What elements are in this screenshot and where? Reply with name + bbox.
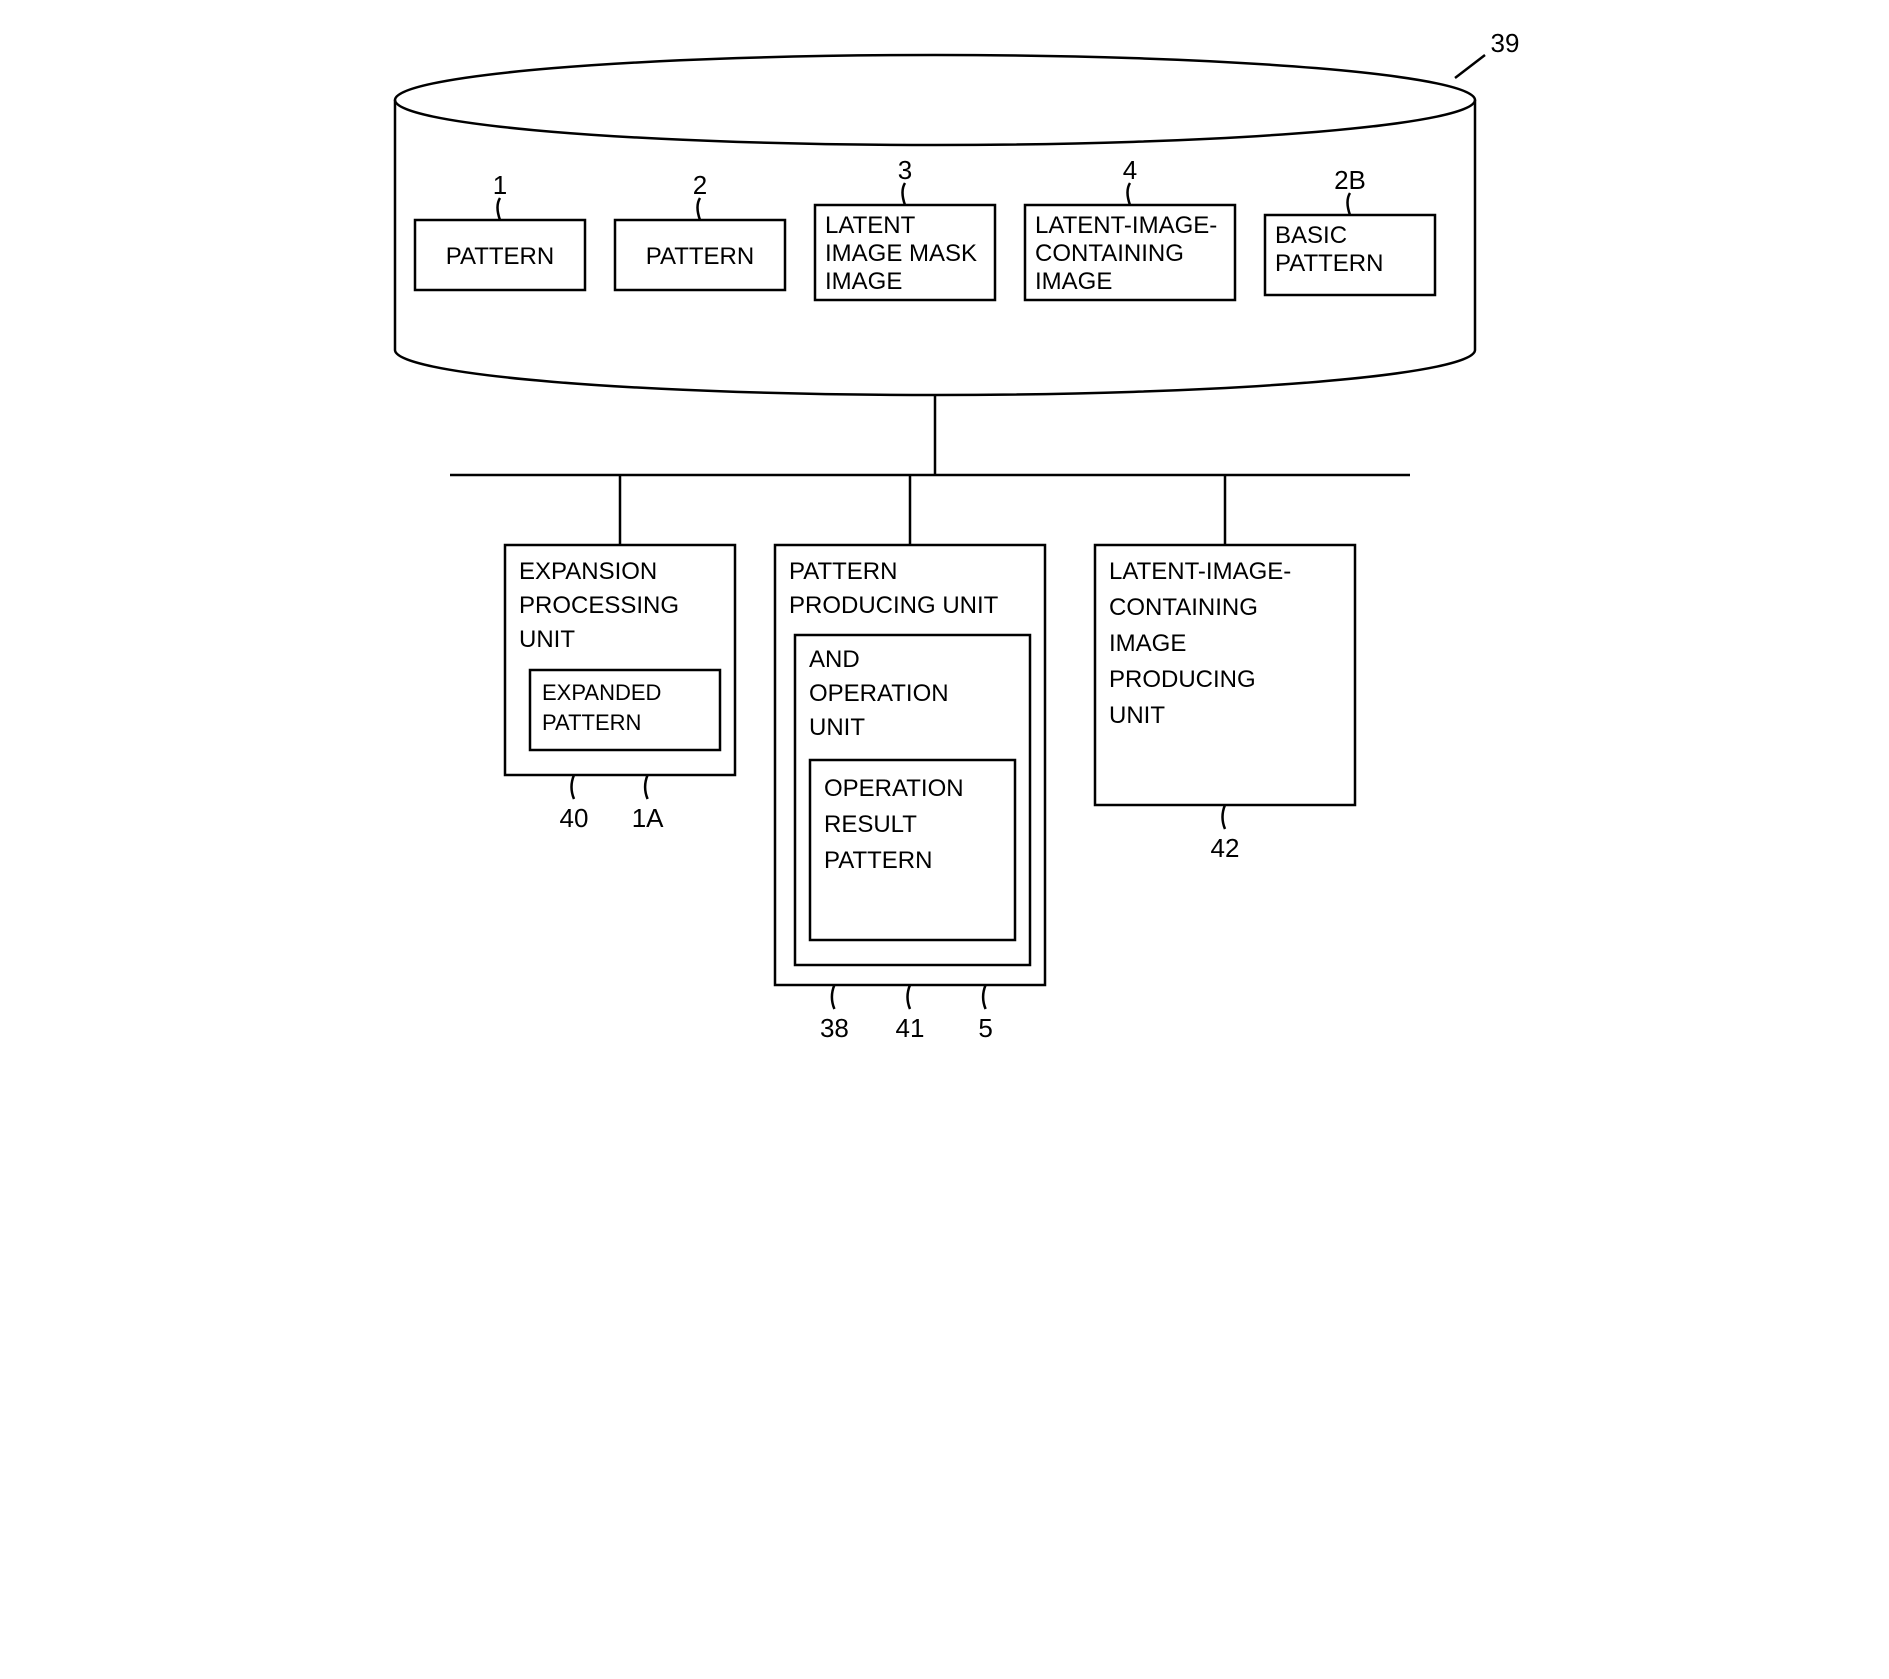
cyl-item-1: PATTERN 2 <box>615 170 785 290</box>
cyl-item-4-line-1: PATTERN <box>1275 250 1383 277</box>
cyl-item-3-line-1: CONTAINING <box>1035 240 1184 267</box>
cyl-item-4-ref: 2B <box>1334 165 1366 195</box>
pattern-producing-unit: PATTERN PRODUCING UNIT AND OPERATION UNIT OPE… <box>775 545 1045 1043</box>
pattern-ref-0: 38 <box>819 1013 848 1043</box>
latent-ref: 42 <box>1210 833 1239 863</box>
cyl-item-1-line-0: PATTERN <box>645 243 753 270</box>
expansion-ref-0: 40 <box>559 803 588 833</box>
expansion-ref-1: 1A <box>631 803 663 833</box>
latent-line-4: UNIT <box>1109 702 1165 729</box>
pattern-ref-2: 5 <box>978 1013 992 1043</box>
latent-producing-unit: LATENT-IMAGE- CONTAINING IMAGE PRODUCING UNI… <box>1095 545 1355 863</box>
expansion-line-2: UNIT <box>519 626 575 653</box>
and-unit-line-2: UNIT <box>809 714 865 741</box>
pattern-line-1: PRODUCING UNIT <box>789 592 999 619</box>
cyl-item-3-tick <box>1127 183 1130 205</box>
latent-line-1: CONTAINING <box>1109 594 1258 621</box>
cyl-item-2-line-2: IMAGE <box>825 268 902 295</box>
result-line-1: RESULT <box>824 811 917 838</box>
cyl-item-4: BASICPATTERN 2B <box>1265 165 1435 295</box>
expansion-line-1: PROCESSING <box>519 592 679 619</box>
latent-line-3: PRODUCING <box>1109 666 1256 693</box>
cyl-item-2-line-1: IMAGE MASK <box>825 240 977 267</box>
and-unit-line-1: OPERATION <box>809 680 949 707</box>
pattern-ref-tick-1 <box>907 985 910 1009</box>
and-unit-line-0: AND <box>809 646 860 673</box>
latent-line-0: LATENT-IMAGE- <box>1109 558 1291 585</box>
pattern-ref-1: 41 <box>895 1013 924 1043</box>
cyl-item-0-tick <box>497 198 500 220</box>
cyl-item-3-line-2: IMAGE <box>1035 268 1112 295</box>
cyl-items: PATTERN1PATTERN2LATENTIMAGE MASKIMAGE3LA… <box>415 155 1435 300</box>
pattern-line-0: PATTERN <box>789 558 897 585</box>
cyl-item-3-ref: 4 <box>1122 155 1136 185</box>
expanded-pattern-line-1: PATTERN <box>542 710 641 735</box>
cyl-item-0-ref: 1 <box>492 170 506 200</box>
pattern-ref-tick-2 <box>983 985 986 1009</box>
cyl-item-4-tick <box>1347 193 1350 215</box>
cyl-bottom <box>395 350 1475 395</box>
cyl-top <box>395 55 1475 145</box>
block-diagram: 39 PATTERN1PATTERN2LATENTIMAGE MASKIMAGE… <box>355 20 1535 1070</box>
cyl-item-2-ref: 3 <box>897 155 911 185</box>
cyl-item-1-tick <box>697 198 700 220</box>
latent-line-2: IMAGE <box>1109 630 1186 657</box>
cyl-item-0-line-0: PATTERN <box>445 243 553 270</box>
expansion-ref-tick-1 <box>645 775 648 799</box>
cyl-item-0: PATTERN 1 <box>415 170 585 290</box>
expanded-pattern-line-0: EXPANDED <box>542 680 661 705</box>
cyl-item-3: LATENT-IMAGE-CONTAININGIMAGE 4 <box>1025 155 1235 300</box>
result-line-2: PATTERN <box>824 847 932 874</box>
cyl-item-3-line-0: LATENT-IMAGE- <box>1035 212 1217 239</box>
expansion-ref-tick-0 <box>571 775 574 799</box>
cyl-item-2-tick <box>902 183 905 205</box>
expansion-unit: EXPANSION PROCESSING UNIT EXPANDED PATTERN 40… <box>505 545 735 833</box>
ref-39-tick <box>1455 55 1485 78</box>
result-line-0: OPERATION <box>824 775 964 802</box>
cyl-item-1-ref: 2 <box>692 170 706 200</box>
cyl-item-4-line-0: BASIC <box>1275 222 1347 249</box>
expansion-line-0: EXPANSION <box>519 558 657 585</box>
cyl-item-2: LATENTIMAGE MASKIMAGE 3 <box>815 155 995 300</box>
cyl-item-2-line-0: LATENT <box>825 212 916 239</box>
pattern-ref-tick-0 <box>831 985 834 1009</box>
ref-39: 39 <box>1490 28 1519 58</box>
latent-ref-tick <box>1222 805 1225 829</box>
